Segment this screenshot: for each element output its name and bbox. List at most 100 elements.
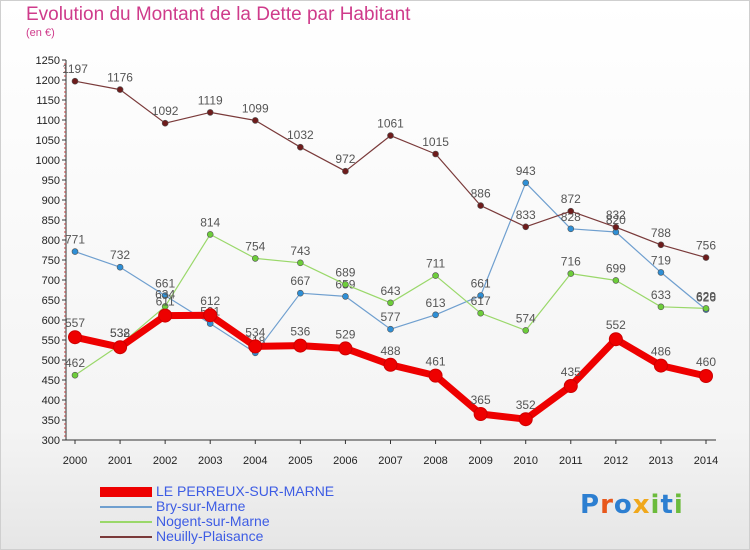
data-point-le-perreux-sur-marne [383, 357, 398, 372]
x-tick-label-2007: 2007 [378, 455, 402, 467]
x-tick-label-2012: 2012 [604, 455, 628, 467]
data-point-le-perreux-sur-marne [653, 358, 668, 373]
x-tick-label-2011: 2011 [559, 455, 583, 467]
data-label-nogent-sur-marne: 538 [110, 326, 130, 340]
data-point-nogent-sur-marne [567, 270, 575, 277]
logo-letter: t [660, 490, 674, 520]
data-label-neuilly-plaisance: 1119 [198, 93, 223, 107]
data-point-bry-sur-marne [657, 269, 665, 276]
data-label-neuilly-plaisance: 1015 [422, 135, 449, 149]
data-label-bry-sur-marne: 626 [696, 291, 716, 305]
data-point-le-perreux-sur-marne [563, 379, 578, 393]
y-tick-label-1150: 1150 [36, 95, 60, 107]
data-point-le-perreux-sur-marne [293, 338, 308, 353]
data-label-nogent-sur-marne: 743 [290, 244, 310, 258]
data-point-bry-sur-marne [342, 293, 349, 300]
data-point-neuilly-plaisance [251, 117, 259, 124]
data-point-bry-sur-marne [71, 248, 79, 255]
data-point-neuilly-plaisance [161, 119, 169, 127]
y-tick-label-400: 400 [42, 395, 60, 407]
data-label-le-perreux-sur-marne: 529 [335, 327, 355, 341]
y-tick-label-1000: 1000 [36, 155, 60, 167]
logo-letter: r [600, 490, 614, 520]
data-point-neuilly-plaisance [206, 109, 214, 116]
data-point-le-perreux-sur-marne [338, 341, 353, 356]
data-label-le-perreux-sur-marne: 611 [156, 295, 175, 309]
data-label-neuilly-plaisance: 972 [335, 152, 355, 166]
data-label-nogent-sur-marne: 617 [471, 294, 491, 308]
data-point-le-perreux-sur-marne [203, 308, 218, 323]
data-point-le-perreux-sur-marne [473, 407, 488, 421]
data-label-nogent-sur-marne: 689 [335, 265, 355, 279]
y-tick-label-1100: 1100 [36, 115, 60, 127]
x-tick-label-2001: 2001 [108, 455, 132, 467]
data-point-bry-sur-marne [297, 289, 304, 297]
y-tick-label-450: 450 [42, 375, 60, 387]
data-point-le-perreux-sur-marne [68, 330, 82, 345]
data-label-nogent-sur-marne: 574 [516, 311, 536, 325]
data-label-neuilly-plaisance: 833 [516, 208, 536, 222]
x-tick-label-2010: 2010 [513, 455, 537, 467]
logo-letter: x [632, 490, 651, 520]
legend-swatch-bry [100, 505, 152, 508]
data-label-neuilly-plaisance: 1092 [152, 104, 179, 118]
x-tick-label-2004: 2004 [243, 455, 267, 467]
x-tick-label-2014: 2014 [694, 455, 718, 467]
y-tick-label-750: 750 [42, 255, 60, 267]
data-point-le-perreux-sur-marne [248, 339, 263, 354]
data-label-nogent-sur-marne: 462 [65, 356, 85, 370]
logo-letter: i [673, 490, 684, 520]
data-label-nogent-sur-marne: 711 [426, 257, 445, 271]
legend-item-perreux: LE PERREUX-SUR-MARNE [100, 484, 334, 499]
data-point-nogent-sur-marne [612, 277, 620, 284]
legend-label-nogent: Nogent-sur-Marne [156, 513, 270, 529]
data-label-le-perreux-sur-marne: 352 [516, 398, 536, 412]
data-label-le-perreux-sur-marne: 612 [200, 294, 220, 308]
legend-swatch-perreux [100, 486, 152, 497]
y-tick-label-600: 600 [42, 315, 60, 327]
legend-swatch-neuilly [100, 535, 152, 538]
data-label-nogent-sur-marne: 629 [696, 289, 716, 303]
data-label-le-perreux-sur-marne: 552 [606, 318, 626, 332]
data-point-nogent-sur-marne [387, 299, 394, 307]
data-label-le-perreux-sur-marne: 557 [65, 316, 85, 330]
y-tick-label-950: 950 [42, 175, 60, 187]
data-label-bry-sur-marne: 719 [651, 253, 671, 267]
x-tick-label-2006: 2006 [333, 455, 357, 467]
data-point-bry-sur-marne [522, 179, 530, 187]
x-tick-label-2009: 2009 [468, 455, 492, 467]
data-label-bry-sur-marne: 661 [471, 277, 491, 291]
data-label-le-perreux-sur-marne: 488 [380, 344, 400, 358]
data-label-neuilly-plaisance: 1197 [62, 62, 88, 76]
data-point-nogent-sur-marne [657, 303, 665, 311]
data-label-neuilly-plaisance: 1176 [107, 71, 133, 85]
data-label-bry-sur-marne: 771 [65, 233, 85, 247]
data-label-neuilly-plaisance: 832 [606, 208, 626, 222]
data-label-bry-sur-marne: 943 [516, 164, 536, 178]
logo-letter: o [613, 490, 633, 520]
data-label-nogent-sur-marne: 716 [561, 255, 581, 269]
data-point-neuilly-plaisance [612, 223, 620, 231]
y-tick-label-700: 700 [42, 275, 60, 287]
data-label-le-perreux-sur-marne: 461 [426, 355, 446, 369]
data-label-bry-sur-marne: 732 [110, 248, 130, 262]
data-label-neuilly-plaisance: 756 [696, 239, 716, 253]
y-tick-label-1050: 1050 [36, 135, 60, 147]
data-label-nogent-sur-marne: 643 [380, 284, 400, 298]
y-tick-label-900: 900 [42, 195, 60, 207]
y-tick-label-500: 500 [42, 355, 60, 367]
data-point-bry-sur-marne [432, 311, 439, 319]
data-label-nogent-sur-marne: 754 [245, 239, 265, 253]
data-point-le-perreux-sur-marne [518, 412, 533, 427]
legend-item-neuilly: Neuilly-Plaisance [100, 529, 334, 544]
x-tick-label-2002: 2002 [153, 455, 177, 467]
data-label-neuilly-plaisance: 788 [651, 226, 671, 240]
data-point-bry-sur-marne [477, 292, 484, 299]
y-tick-label-550: 550 [42, 335, 60, 347]
data-label-neuilly-plaisance: 872 [561, 192, 581, 206]
y-tick-label-800: 800 [42, 235, 60, 247]
data-point-neuilly-plaisance [567, 207, 575, 215]
legend: LE PERREUX-SUR-MARNE Bry-sur-Marne Nogen… [100, 484, 334, 544]
data-point-nogent-sur-marne [71, 371, 79, 379]
data-point-neuilly-plaisance [522, 223, 530, 231]
